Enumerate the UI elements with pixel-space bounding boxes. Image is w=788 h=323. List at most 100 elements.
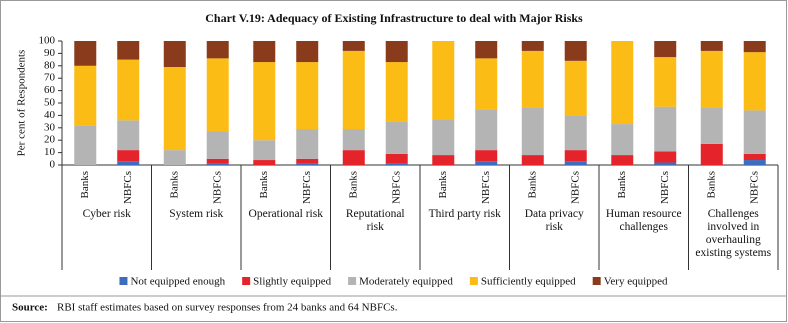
bar-segment [253, 160, 276, 165]
legend-swatch [119, 277, 128, 285]
bar-segment [385, 121, 408, 154]
bar-segment [342, 50, 365, 130]
x-tick-label: Banks [79, 171, 91, 199]
chart-title: Chart V.19: Adequacy of Existing Infrast… [205, 11, 583, 25]
group-label: System risk [169, 208, 224, 220]
bar-segment [564, 115, 587, 151]
y-tick-label: 0 [50, 159, 56, 171]
source: RBI staff estimates based on survey resp… [57, 302, 398, 314]
bar-segment [700, 107, 723, 144]
bar-segment [475, 150, 498, 162]
legend-label: Moderately equipped [359, 276, 453, 288]
bar-segment [432, 119, 455, 156]
bar-segment [743, 110, 766, 154]
x-tick-label: NBFCs [480, 171, 492, 204]
bar-segment [206, 131, 229, 159]
y-tick-label: 10 [44, 146, 56, 158]
bar-segment [475, 161, 498, 165]
group-label: Human resource challenges [605, 208, 682, 233]
bar-segment [206, 163, 229, 165]
bar-segment [117, 120, 140, 151]
bar-segment [611, 41, 634, 125]
bar-segment [296, 62, 319, 130]
bar-segment [206, 158, 229, 164]
legend-swatch [242, 277, 251, 285]
bar-segment [163, 41, 186, 68]
group-label: Cyber risk [82, 208, 131, 220]
bar-segment [654, 151, 677, 163]
y-tick-label: 50 [44, 97, 56, 109]
bar-segment [74, 125, 97, 165]
bar-segment [74, 41, 97, 66]
y-tick-label: 70 [44, 72, 56, 84]
bar-segment [385, 62, 408, 122]
bar-segment [521, 41, 544, 51]
bar-segment [296, 158, 319, 164]
source-label: Source: [12, 302, 48, 314]
x-tick-label: Banks [258, 171, 270, 199]
legend-swatch [469, 277, 478, 285]
bar-segment [564, 41, 587, 61]
bar-segment [611, 124, 634, 156]
legend-swatch [348, 277, 357, 285]
bar-segment [296, 41, 319, 63]
bar-segment [253, 140, 276, 161]
bar-segment [564, 60, 587, 116]
bar-segment [700, 41, 723, 51]
bar-segment [654, 162, 677, 165]
group-label: Third party risk [428, 208, 501, 220]
bar-segment [74, 65, 97, 126]
legend-label: Very equipped [604, 276, 668, 288]
bar-segment [385, 163, 408, 165]
bar-segment [432, 155, 455, 165]
bar-segment [521, 107, 544, 156]
bar-segment [117, 161, 140, 165]
x-tick-label: Banks [526, 171, 538, 199]
bar-segment [743, 153, 766, 161]
bar-segment [385, 41, 408, 63]
x-tick-label: Banks [347, 171, 359, 199]
x-tick-label: NBFCs [122, 171, 134, 204]
bar-segment [521, 50, 544, 108]
y-tick-label: 20 [44, 134, 56, 146]
group-label: Operational risk [248, 208, 323, 220]
bar-segment [743, 160, 766, 165]
bar-segment [743, 52, 766, 111]
x-tick-label: Banks [437, 171, 449, 199]
y-tick-label: 80 [44, 59, 56, 71]
bar-segment [564, 150, 587, 162]
legend-label: Sufficiently equipped [481, 276, 576, 288]
x-tick-label: NBFCs [659, 171, 671, 204]
y-tick-label: 60 [44, 84, 56, 96]
x-tick-label: NBFCs [301, 171, 313, 204]
bar-segment [475, 109, 498, 151]
bar-segment [700, 143, 723, 165]
bar-segment [611, 155, 634, 165]
x-tick-label: NBFCs [211, 171, 223, 204]
bar-segment [117, 150, 140, 162]
bar-segment [654, 41, 677, 58]
x-tick-label: NBFCs [569, 171, 581, 204]
bar-segment [743, 41, 766, 53]
legend-label: Slightly equipped [253, 276, 331, 288]
bar-segment [253, 41, 276, 63]
group-label: Challenges involved in overhauling exist… [695, 208, 772, 259]
bar-segment [296, 129, 319, 159]
group-label: Reputational risk [345, 208, 405, 233]
y-tick-label: 100 [39, 35, 56, 47]
bar-segment [475, 58, 498, 110]
legend-swatch [592, 277, 601, 285]
x-tick-label: Banks [705, 171, 717, 199]
bar-segment [342, 150, 365, 165]
x-tick-label: NBFCs [390, 171, 402, 204]
bar-segment [117, 41, 140, 60]
x-tick-label: NBFCs [748, 171, 760, 204]
bar-segment [296, 163, 319, 165]
bar-segment [654, 57, 677, 107]
bar-segment [342, 129, 365, 151]
y-tick-label: 30 [44, 121, 56, 133]
bar-segment [521, 155, 544, 165]
bar-segment [475, 41, 498, 59]
